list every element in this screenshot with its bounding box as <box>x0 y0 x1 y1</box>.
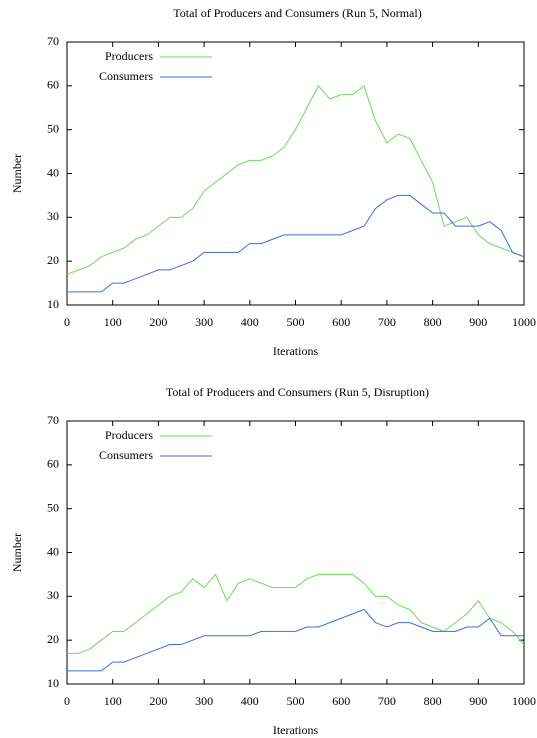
x-tick-label: 700 <box>378 694 396 708</box>
x-tick-label: 1000 <box>512 315 536 329</box>
x-tick-label: 400 <box>241 694 259 708</box>
x-tick-label: 0 <box>64 315 70 329</box>
x-axis-label: Iterations <box>273 344 319 358</box>
x-tick-label: 500 <box>287 315 305 329</box>
x-tick-label: 100 <box>104 694 122 708</box>
x-tick-label: 0 <box>64 694 70 708</box>
x-tick-label: 1000 <box>512 694 536 708</box>
x-tick-label: 600 <box>332 694 350 708</box>
x-axis-label: Iterations <box>273 723 319 737</box>
y-tick-label: 10 <box>47 297 59 311</box>
series-line <box>67 608 524 672</box>
x-tick-label: 700 <box>378 315 396 329</box>
y-tick-label: 20 <box>47 253 59 267</box>
y-tick-label: 30 <box>47 209 59 223</box>
series-line <box>66 84 525 275</box>
legend-label: Producers <box>105 428 153 442</box>
x-tick-label: 800 <box>424 694 442 708</box>
y-tick-label: 50 <box>47 500 59 514</box>
x-tick-label: 600 <box>332 315 350 329</box>
x-tick-label: 100 <box>104 315 122 329</box>
y-tick-label: 70 <box>47 413 59 427</box>
x-tick-label: 300 <box>195 315 213 329</box>
y-tick-label: 10 <box>47 676 59 690</box>
y-axis-label: Number <box>10 154 24 193</box>
legend-label: Consumers <box>99 448 153 462</box>
x-tick-label: 900 <box>469 315 487 329</box>
y-tick-label: 40 <box>47 544 59 558</box>
y-tick-label: 20 <box>47 632 59 646</box>
y-tick-label: 50 <box>47 121 59 135</box>
x-tick-label: 400 <box>241 315 259 329</box>
chart-title: Total of Producers and Consumers (Run 5,… <box>166 385 429 399</box>
x-tick-label: 800 <box>424 315 442 329</box>
y-axis-label: Number <box>10 533 24 572</box>
series-line <box>67 194 525 293</box>
legend-label: Consumers <box>99 69 153 83</box>
legend-label: Producers <box>105 49 153 63</box>
y-tick-label: 70 <box>47 34 59 48</box>
y-tick-label: 60 <box>47 78 59 92</box>
chart-title: Total of Producers and Consumers (Run 5,… <box>173 6 421 20</box>
series-line <box>67 573 525 654</box>
x-tick-label: 900 <box>469 694 487 708</box>
x-tick-label: 200 <box>149 694 167 708</box>
x-tick-label: 200 <box>149 315 167 329</box>
x-tick-label: 300 <box>195 694 213 708</box>
y-tick-label: 30 <box>47 588 59 602</box>
x-tick-label: 500 <box>287 694 305 708</box>
y-tick-label: 40 <box>47 165 59 179</box>
y-tick-label: 60 <box>47 457 59 471</box>
